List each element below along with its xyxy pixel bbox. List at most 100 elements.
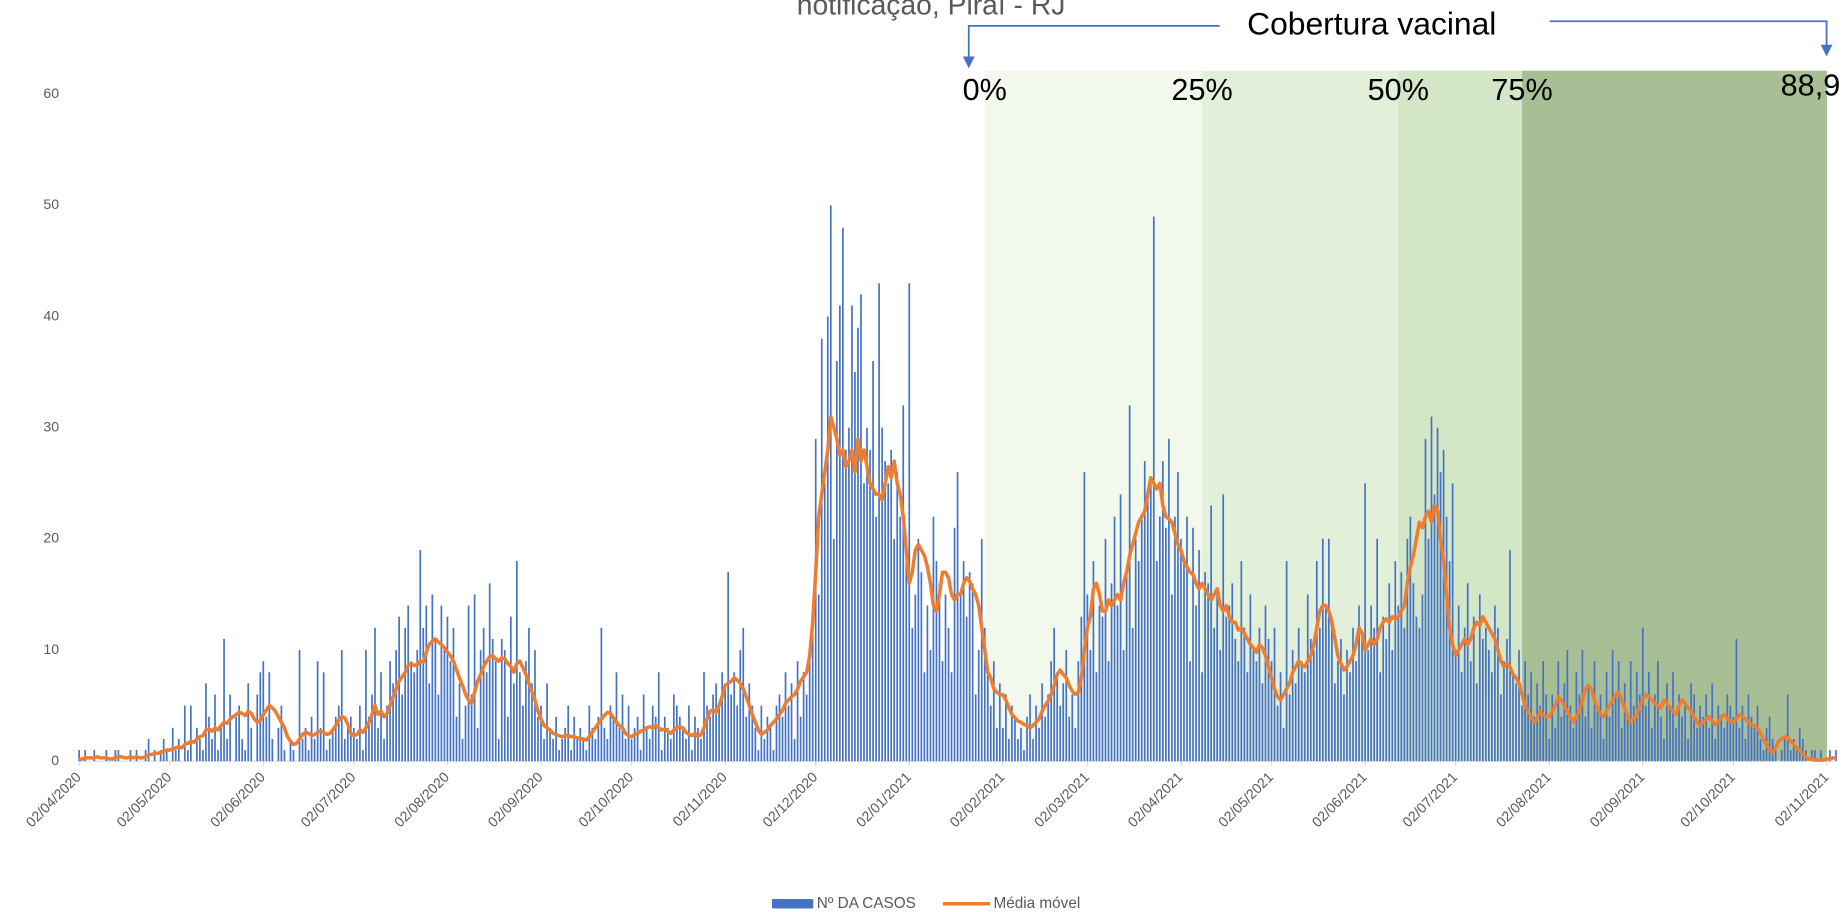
- bar: [1210, 505, 1212, 762]
- bar: [543, 738, 545, 762]
- bar: [700, 738, 702, 762]
- bar: [775, 705, 778, 762]
- bar: [425, 605, 428, 762]
- bar: [1795, 750, 1798, 762]
- bar: [730, 694, 733, 762]
- bar: [356, 738, 358, 762]
- bar: [1005, 694, 1007, 762]
- bar: [488, 583, 491, 762]
- bar: [881, 427, 883, 762]
- bar: [1596, 705, 1599, 762]
- bar: [1062, 683, 1065, 762]
- bar: [754, 727, 757, 762]
- bar: [585, 750, 588, 762]
- bar: [1328, 538, 1330, 762]
- bar: [1494, 605, 1496, 762]
- bar: [84, 750, 87, 762]
- bar: [1750, 716, 1753, 762]
- bar: [1675, 727, 1677, 762]
- bar: [1231, 583, 1234, 762]
- bar: [1406, 538, 1409, 762]
- bar: [1309, 638, 1312, 762]
- bar: [1195, 605, 1197, 762]
- bar: [905, 561, 908, 762]
- x-tick-label: 02/10/2021: [1677, 769, 1738, 830]
- bar: [244, 750, 247, 762]
- bar: [899, 516, 902, 762]
- bar: [980, 538, 983, 762]
- bar: [114, 750, 117, 762]
- bar: [784, 672, 787, 762]
- bar: [1557, 661, 1560, 762]
- bar: [884, 461, 886, 762]
- bar: [660, 750, 663, 762]
- bar: [1714, 738, 1717, 762]
- bar: [657, 672, 660, 762]
- bar: [1285, 561, 1288, 762]
- bar: [802, 672, 805, 762]
- bar: [183, 705, 186, 762]
- x-tick-label: 02/12/2020: [759, 769, 820, 830]
- bar: [1542, 661, 1545, 762]
- bar: [851, 305, 853, 762]
- bar: [353, 727, 355, 762]
- bar: [582, 738, 585, 762]
- bar: [1554, 727, 1557, 762]
- bar: [1300, 661, 1303, 762]
- bar: [1732, 716, 1735, 762]
- bar: [494, 661, 497, 762]
- bar: [820, 338, 823, 762]
- bar: [377, 727, 379, 762]
- bar: [878, 283, 880, 762]
- bar: [1651, 727, 1653, 762]
- bar: [1430, 416, 1433, 762]
- bar: [497, 738, 500, 762]
- bar: [1020, 727, 1022, 762]
- bar: [265, 716, 268, 762]
- bar: [1415, 616, 1418, 762]
- bar: [422, 627, 425, 762]
- bar: [1321, 538, 1324, 762]
- bar: [398, 616, 400, 762]
- bar: [1512, 672, 1514, 762]
- bar: [1566, 650, 1569, 762]
- bar: [618, 727, 621, 762]
- bar: [1587, 683, 1590, 762]
- bar: [310, 716, 313, 762]
- bar: [1207, 583, 1209, 762]
- bar: [292, 750, 295, 762]
- bar: [304, 727, 307, 762]
- bar: [736, 705, 739, 762]
- bar: [1077, 661, 1080, 762]
- bar: [1578, 694, 1581, 762]
- bar: [368, 716, 370, 762]
- bar: [1192, 527, 1194, 762]
- bar: [923, 672, 926, 762]
- bar: [1560, 716, 1563, 762]
- bar: [781, 716, 784, 762]
- bar: [446, 616, 449, 762]
- bar: [811, 627, 814, 762]
- bar: [371, 694, 373, 762]
- bar: [1279, 672, 1282, 762]
- bar: [1134, 538, 1137, 762]
- bar: [1644, 705, 1647, 762]
- bar: [1457, 605, 1460, 762]
- bar: [365, 650, 367, 762]
- bar: [386, 705, 388, 762]
- bar: [1267, 638, 1270, 762]
- bar: [1605, 672, 1608, 762]
- bar: [407, 605, 410, 762]
- bar: [1509, 549, 1511, 762]
- bar: [298, 650, 301, 762]
- bar: [1506, 638, 1508, 762]
- bar: [1225, 616, 1228, 762]
- bar: [863, 483, 865, 762]
- bar: [757, 750, 760, 762]
- bar: [1608, 716, 1611, 762]
- bar: [663, 716, 666, 762]
- bar: [467, 605, 470, 762]
- bar: [733, 672, 736, 762]
- bar: [1282, 727, 1285, 762]
- bar: [609, 705, 612, 762]
